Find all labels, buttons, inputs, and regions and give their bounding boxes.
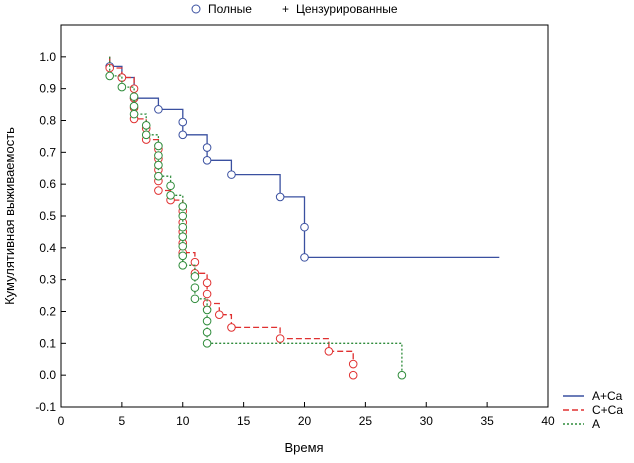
data-point — [275, 192, 285, 202]
y-tick-label: 0.5 — [39, 209, 56, 223]
y-tick-label: 0.0 — [39, 368, 56, 382]
data-point — [178, 130, 188, 140]
complete-marker-icon — [191, 4, 201, 14]
data-point — [202, 316, 212, 326]
data-point — [154, 171, 163, 181]
x-tick-label: 40 — [541, 414, 555, 428]
data-point — [397, 370, 407, 380]
data-point — [154, 160, 163, 170]
data-point — [190, 272, 200, 281]
data-point — [178, 232, 188, 241]
data-point — [117, 82, 127, 92]
data-point — [154, 141, 163, 151]
x-tick-label: 0 — [58, 414, 65, 428]
data-point — [190, 257, 200, 267]
data-point — [154, 105, 163, 114]
data-point — [178, 211, 188, 221]
data-point — [178, 117, 188, 127]
legend-label: A+Ca — [592, 389, 623, 403]
y-axis-title: Кумулятивная выживаемость — [2, 127, 17, 305]
data-point — [348, 359, 358, 369]
y-tick-label: 0.4 — [39, 241, 56, 255]
data-point — [178, 261, 188, 270]
series-layer — [105, 56, 500, 380]
data-point — [154, 186, 163, 195]
y-tick-label: 0.3 — [39, 273, 56, 287]
data-point — [202, 278, 212, 288]
y-tick-label: -0.1 — [35, 400, 56, 414]
x-axis: 0 5 10 15 20 25 30 35 40 — [58, 402, 555, 428]
data-point — [141, 120, 151, 130]
y-tick-label: 0.2 — [39, 305, 56, 319]
y-tick-label: 1.0 — [39, 50, 56, 64]
data-point — [178, 241, 188, 251]
data-point — [202, 155, 212, 165]
data-point — [348, 370, 358, 380]
data-point — [166, 181, 175, 191]
data-point — [202, 339, 212, 348]
data-point — [154, 151, 163, 160]
x-tick-label: 25 — [359, 414, 373, 428]
data-point — [202, 327, 212, 337]
complete-label: Полные — [208, 2, 252, 16]
x-axis-title: Время — [284, 440, 323, 455]
x-tick-label: 30 — [420, 414, 434, 428]
data-point — [300, 253, 309, 262]
data-point — [166, 191, 175, 200]
legend-label: C+Ca — [592, 403, 623, 417]
data-point — [324, 346, 334, 356]
data-point — [275, 334, 285, 343]
y-tick-label: 0.6 — [39, 177, 56, 191]
y-tick-label: 0.8 — [39, 114, 56, 128]
y-tick-label: 0.1 — [39, 336, 56, 350]
data-point — [202, 305, 212, 315]
marker-legend: Полные + Цензурированные — [191, 2, 398, 16]
data-point — [129, 101, 139, 111]
series-line — [109, 56, 403, 376]
x-tick-label: 10 — [176, 414, 190, 428]
censored-label: Цензурированные — [296, 2, 398, 16]
data-point — [300, 222, 309, 232]
data-point — [214, 310, 224, 319]
data-point — [178, 251, 188, 261]
data-point — [227, 170, 236, 179]
x-tick-label: 35 — [480, 414, 494, 428]
data-point — [202, 289, 212, 299]
data-point — [178, 222, 188, 232]
x-tick-label: 15 — [237, 414, 251, 428]
data-point — [178, 202, 188, 211]
data-point — [227, 323, 236, 332]
data-point — [190, 283, 200, 292]
series-legend: A+CaC+CaA — [563, 389, 623, 431]
x-tick-label: 5 — [119, 414, 126, 428]
series-a — [105, 56, 407, 380]
data-point — [129, 109, 139, 119]
data-point — [202, 143, 212, 152]
y-tick-label: 0.9 — [39, 82, 56, 96]
data-point — [141, 130, 151, 140]
censored-marker-icon: + — [282, 2, 289, 16]
legend-label: A — [592, 417, 600, 431]
data-point — [129, 92, 139, 101]
x-tick-label: 20 — [298, 414, 312, 428]
data-point — [190, 294, 200, 304]
y-tick-label: 0.7 — [39, 145, 56, 159]
y-axis: -0.1 0.0 0.1 0.2 0.3 0.4 0.5 0.6 0.7 0.8 0.9 1.0 — [35, 50, 66, 414]
data-point — [105, 71, 114, 81]
